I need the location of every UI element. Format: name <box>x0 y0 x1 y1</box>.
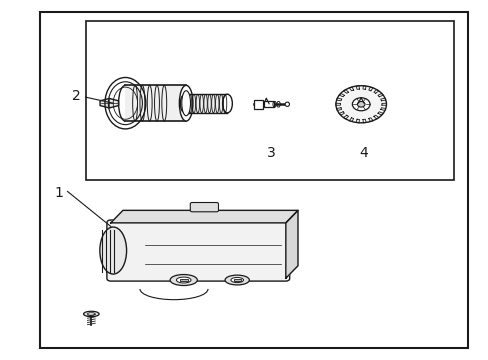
Ellipse shape <box>100 227 126 274</box>
Ellipse shape <box>182 91 190 116</box>
Text: 2: 2 <box>72 89 81 103</box>
Bar <box>254 100 263 109</box>
Bar <box>264 101 273 108</box>
Bar <box>125 85 186 121</box>
Ellipse shape <box>222 94 232 113</box>
Ellipse shape <box>285 102 289 107</box>
Text: 4: 4 <box>359 146 367 160</box>
Ellipse shape <box>83 311 99 317</box>
FancyBboxPatch shape <box>107 220 289 281</box>
Polygon shape <box>285 210 297 278</box>
Polygon shape <box>111 210 297 223</box>
Bar <box>233 279 240 281</box>
Ellipse shape <box>230 278 243 283</box>
Ellipse shape <box>179 85 193 121</box>
FancyBboxPatch shape <box>190 203 218 212</box>
Circle shape <box>335 86 386 123</box>
Ellipse shape <box>176 277 191 283</box>
Text: 3: 3 <box>266 146 275 160</box>
Bar <box>86 21 453 180</box>
Circle shape <box>357 102 364 107</box>
Ellipse shape <box>224 275 249 285</box>
Bar <box>40 12 467 348</box>
Circle shape <box>352 98 369 111</box>
Bar <box>180 279 187 282</box>
Text: 1: 1 <box>54 185 63 199</box>
Bar <box>185 94 227 113</box>
Polygon shape <box>100 99 119 108</box>
Ellipse shape <box>87 313 95 315</box>
Ellipse shape <box>170 275 197 285</box>
